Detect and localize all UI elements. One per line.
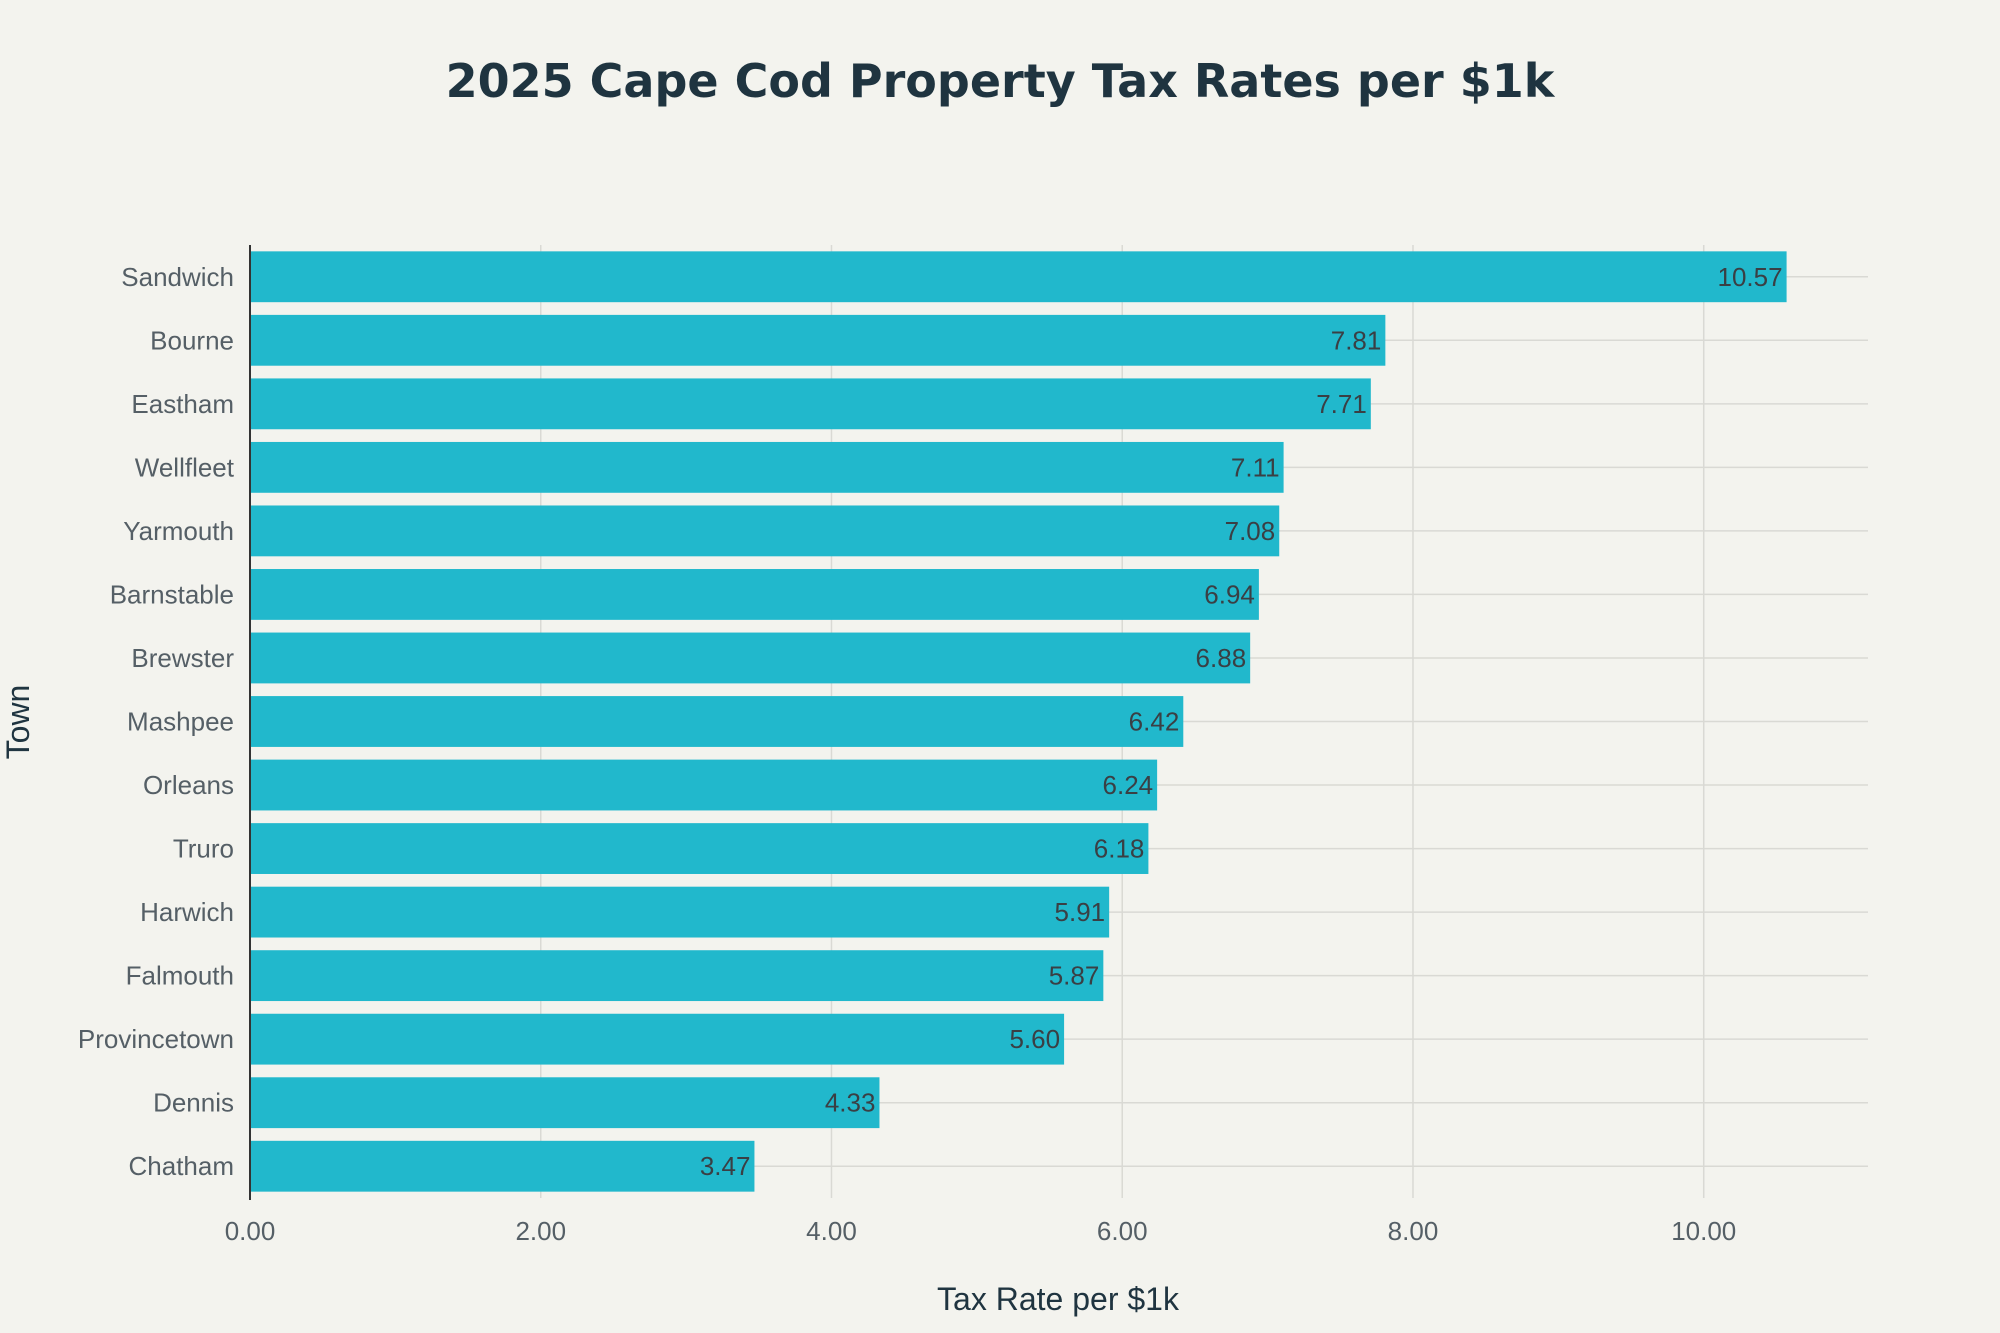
bar <box>250 378 1371 430</box>
bar <box>250 950 1104 1002</box>
y-tick-label: Provincetown <box>78 1024 234 1054</box>
bar-value-label: 10.57 <box>1718 262 1783 292</box>
x-tick-label: 10.00 <box>1671 1216 1736 1246</box>
y-tick-label: Sandwich <box>121 262 234 292</box>
x-tick-label: 0.00 <box>225 1216 276 1246</box>
x-tick-label: 4.00 <box>806 1216 857 1246</box>
bar <box>250 632 1251 684</box>
y-tick-label: Mashpee <box>127 707 234 737</box>
bar-value-label: 6.88 <box>1196 643 1247 673</box>
y-tick-label: Chatham <box>129 1151 235 1181</box>
y-tick-label: Brewster <box>131 643 234 673</box>
bar-value-label: 7.08 <box>1225 516 1276 546</box>
y-tick-label: Dennis <box>153 1088 234 1118</box>
bar <box>250 569 1259 620</box>
y-tick-label: Barnstable <box>110 579 234 609</box>
bar-value-label: 5.87 <box>1049 961 1100 991</box>
bar-value-label: 6.42 <box>1129 707 1180 737</box>
bar <box>250 505 1280 557</box>
bar <box>250 251 1787 303</box>
bar-value-label: 4.33 <box>825 1088 876 1118</box>
y-tick-label: Orleans <box>143 770 234 800</box>
bar-layer: 10.57 7.81 7.71 7.11 7.08 6.94 6.88 6.42 6.24 6.1… <box>250 251 1787 1192</box>
x-tick-label: 2.00 <box>515 1216 566 1246</box>
y-tick-label: Eastham <box>131 389 234 419</box>
y-tick-label: Harwich <box>140 897 234 927</box>
bar <box>250 441 1284 493</box>
bar-value-label: 6.18 <box>1094 834 1145 864</box>
y-tick-label: Wellfleet <box>135 452 235 482</box>
bar-value-label: 5.91 <box>1055 897 1106 927</box>
chart-title: 2025 Cape Cod Property Tax Rates per $1k <box>446 54 1556 108</box>
bar <box>250 1077 880 1129</box>
bar-value-label: 7.71 <box>1316 389 1367 419</box>
bar-value-label: 6.94 <box>1204 579 1255 609</box>
y-tick-label: Truro <box>173 834 234 864</box>
y-tick-label: Bourne <box>150 325 234 355</box>
bar-value-label: 7.11 <box>1231 452 1280 482</box>
bar <box>250 1013 1065 1065</box>
y-tick-label: Falmouth <box>126 961 234 991</box>
bar <box>250 823 1149 874</box>
bar <box>250 759 1158 811</box>
bar <box>250 696 1184 747</box>
x-tick-label: 6.00 <box>1097 1216 1148 1246</box>
axis-layer: 0.00 2.00 4.00 6.00 8.00 10.00 Sandwich Bourne E… <box>78 245 1736 1246</box>
bar-value-label: 5.60 <box>1009 1024 1060 1054</box>
y-tick-label: Yarmouth <box>123 516 234 546</box>
y-axis-title: Town <box>0 685 36 760</box>
bar-value-label: 6.24 <box>1103 770 1154 800</box>
bar <box>250 1140 755 1192</box>
x-axis-title: Tax Rate per $1k <box>937 1281 1180 1317</box>
bar <box>250 886 1110 938</box>
bar <box>250 314 1386 366</box>
bar-value-label: 7.81 <box>1331 325 1382 355</box>
x-tick-label: 8.00 <box>1388 1216 1439 1246</box>
bar-value-label: 3.47 <box>700 1151 751 1181</box>
